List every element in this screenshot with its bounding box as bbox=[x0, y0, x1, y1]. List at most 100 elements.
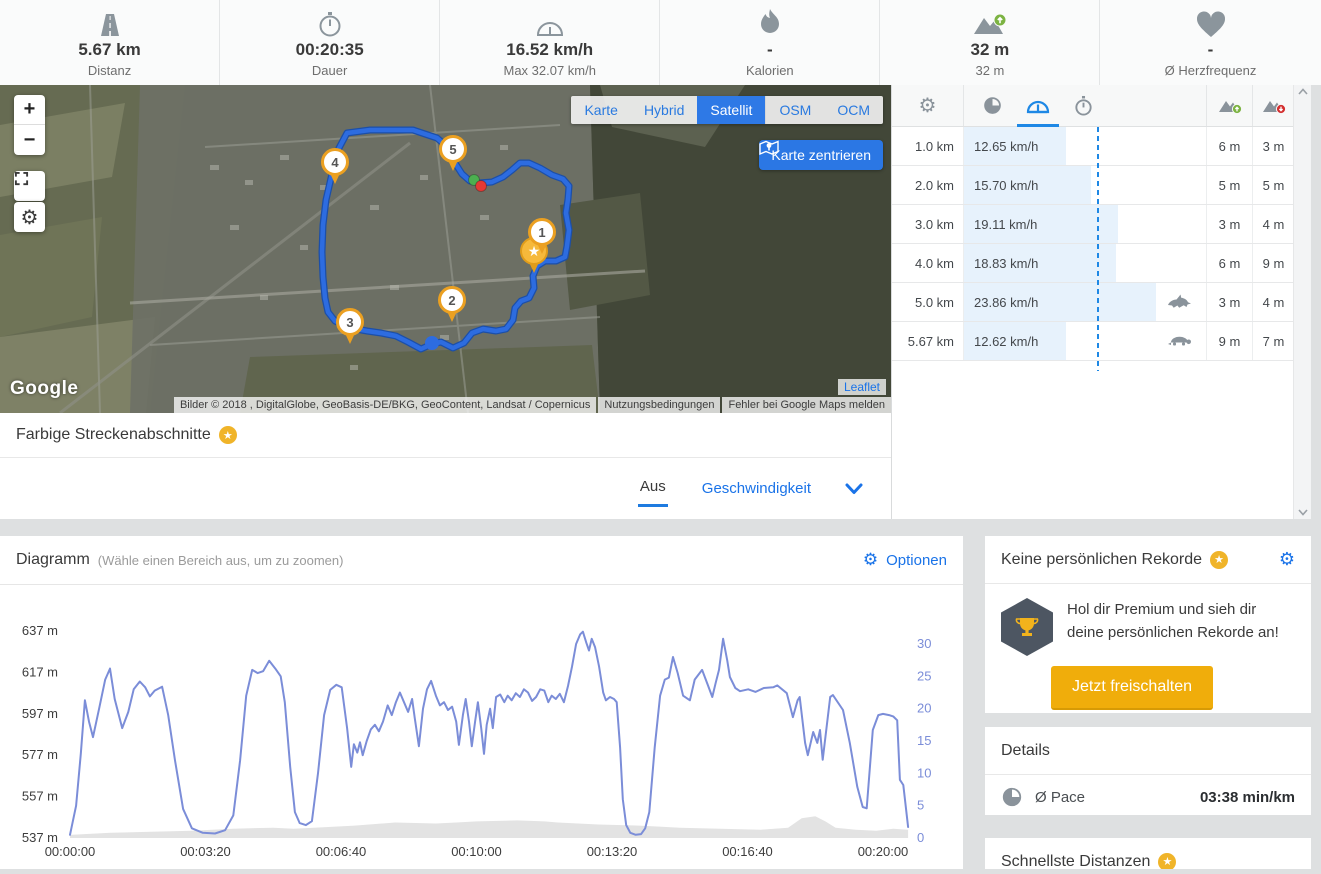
scroll-up-icon[interactable] bbox=[1297, 88, 1308, 95]
stat-heartrate: - Ø Herzfrequenz bbox=[1100, 0, 1320, 85]
splits-scrollbar[interactable] bbox=[1293, 85, 1311, 519]
personal-records-card: Keine persönlichen Rekorde ★ ⚙ Hol dir P… bbox=[985, 536, 1311, 713]
stat-distance: 5.67 km Distanz bbox=[0, 0, 221, 85]
x-axis-label: 00:20:00 bbox=[858, 844, 909, 859]
split-elevation-gain: 6 m bbox=[1206, 244, 1252, 282]
right-axis-label: 10 bbox=[917, 765, 931, 780]
layer-tab-hybrid[interactable]: Hybrid bbox=[643, 102, 685, 118]
x-axis-label: 00:03:20 bbox=[180, 844, 231, 859]
split-elevation-gain: 5 m bbox=[1206, 166, 1252, 204]
map-canvas: ★ 4 5 1 2 3 bbox=[0, 85, 891, 413]
map[interactable]: ★ 4 5 1 2 3 + − ⚙ Karte Hybrid Satellit OSM O… bbox=[0, 85, 891, 413]
zoom-in-button[interactable]: + bbox=[14, 95, 45, 125]
splits-header: ⚙ bbox=[892, 85, 1311, 127]
split-speed-bar: 19.11 km/h bbox=[963, 205, 1206, 243]
map-card: ★ 4 5 1 2 3 + − ⚙ Karte Hybrid Satellit OSM O… bbox=[0, 85, 891, 519]
stat-calories-value: - bbox=[766, 39, 773, 59]
split-speed-value: 12.65 km/h bbox=[974, 138, 1039, 154]
split-elevation-gain: 9 m bbox=[1206, 322, 1252, 360]
split-speed-value: 23.86 km/h bbox=[974, 294, 1039, 310]
unlock-premium-button[interactable]: Jetzt freischalten bbox=[1051, 666, 1213, 710]
layer-tab-karte[interactable]: Karte bbox=[584, 102, 618, 118]
speed-bar-fill bbox=[964, 205, 1119, 243]
pace-metric-icon[interactable] bbox=[978, 85, 1007, 127]
leaflet-attribution-link[interactable]: Leaflet bbox=[837, 379, 886, 395]
duration-metric-icon[interactable] bbox=[1069, 85, 1098, 127]
split-distance: 5.67 km bbox=[907, 333, 954, 349]
diagram-options-button[interactable]: ⚙ Optionen bbox=[863, 550, 947, 570]
speedometer-icon bbox=[534, 8, 566, 38]
records-promo-text: Hol dir Premium und sieh dir deine persö… bbox=[1067, 601, 1279, 642]
right-axis-label: 25 bbox=[917, 668, 931, 683]
heart-icon bbox=[1196, 8, 1226, 38]
stat-speed-value: 16.52 km/h bbox=[506, 39, 594, 59]
stat-calories-label: Kalorien bbox=[745, 62, 794, 78]
split-elevation-loss: 5 m bbox=[1252, 166, 1294, 204]
tab-geschwindigkeit[interactable]: Geschwindigkeit bbox=[701, 480, 811, 497]
elevation-speed-chart[interactable]: 637 m 617 m 597 m 577 m 557 m 537 m 30 25 20 15 10… bbox=[0, 585, 963, 869]
trophy-badge bbox=[1001, 598, 1053, 656]
speed-bar-fill bbox=[964, 244, 1116, 282]
report-error-link[interactable]: Fehler bei Google Maps melden bbox=[722, 397, 891, 413]
left-axis-label: 577 m bbox=[22, 747, 58, 762]
diagram-title: Diagramm bbox=[16, 551, 90, 568]
km-marker-2[interactable]: 2 bbox=[438, 286, 466, 323]
stat-elevation-label: 32 m bbox=[975, 62, 1005, 78]
speed-line bbox=[69, 630, 910, 836]
layer-tab-osm[interactable]: OSM bbox=[765, 96, 824, 124]
average-speed-line bbox=[1096, 127, 1099, 371]
map-settings-button[interactable]: ⚙ bbox=[14, 202, 45, 232]
speed-bar-fill bbox=[964, 322, 1066, 360]
elevation-area bbox=[70, 816, 909, 838]
right-axis-label: 0 bbox=[917, 830, 924, 845]
split-elevation-loss: 4 m bbox=[1252, 205, 1294, 243]
records-settings-button[interactable]: ⚙ bbox=[1279, 549, 1295, 570]
split-distance: 4.0 km bbox=[914, 255, 954, 271]
fastest-title: Schnellste Distanzen bbox=[1001, 852, 1151, 870]
records-body: Hol dir Premium und sieh dir deine persö… bbox=[985, 584, 1311, 656]
flame-icon bbox=[758, 8, 782, 38]
stats-bar: 5.67 km Distanz 00:20:35 Dauer 16.52 km/… bbox=[0, 0, 1321, 85]
chevron-down-icon[interactable] bbox=[845, 483, 863, 495]
stopwatch-icon bbox=[316, 8, 344, 38]
svg-text:★: ★ bbox=[528, 243, 541, 259]
left-axis-label: 597 m bbox=[22, 706, 58, 721]
speed-metric-icon[interactable] bbox=[1017, 85, 1059, 127]
zoom-out-button[interactable]: − bbox=[23, 128, 36, 151]
details-title: Details bbox=[1001, 741, 1050, 759]
splits-settings-button[interactable]: ⚙ bbox=[892, 85, 963, 126]
km-marker-1[interactable]: 1 bbox=[528, 218, 556, 255]
svg-text:3: 3 bbox=[346, 315, 353, 330]
center-map-button[interactable]: Karte zentrieren bbox=[759, 140, 883, 170]
terms-link[interactable]: Nutzungsbedingungen bbox=[598, 397, 721, 413]
diagram-options-label: Optionen bbox=[886, 551, 947, 569]
right-axis-label: 5 bbox=[917, 798, 924, 813]
right-axis-label: 30 bbox=[917, 636, 931, 651]
stat-speed-label: Max 32.07 km/h bbox=[503, 62, 596, 78]
overlay-mode-tabs: Aus Geschwindigkeit bbox=[0, 457, 891, 519]
tab-aus[interactable]: Aus bbox=[637, 470, 668, 507]
x-axis-label: 00:16:40 bbox=[722, 844, 773, 859]
fullscreen-button[interactable] bbox=[14, 171, 45, 201]
km-marker-5[interactable]: 5 bbox=[439, 135, 467, 172]
svg-text:4: 4 bbox=[331, 155, 339, 170]
split-speed-value: 18.83 km/h bbox=[974, 255, 1039, 271]
speed-bar-fill bbox=[964, 127, 1067, 165]
scroll-down-icon[interactable] bbox=[1297, 509, 1308, 516]
gear-icon: ⚙ bbox=[862, 550, 879, 569]
layer-tab-satellit[interactable]: Satellit bbox=[697, 96, 766, 124]
premium-star-icon: ★ bbox=[1210, 550, 1229, 569]
layer-tab-ocm[interactable]: OCM bbox=[837, 102, 870, 118]
svg-text:5: 5 bbox=[449, 142, 456, 157]
km-marker-3[interactable]: 3 bbox=[336, 308, 364, 345]
km-marker-4[interactable]: 4 bbox=[321, 148, 349, 185]
stat-elevation: 32 m 32 m bbox=[880, 0, 1101, 85]
